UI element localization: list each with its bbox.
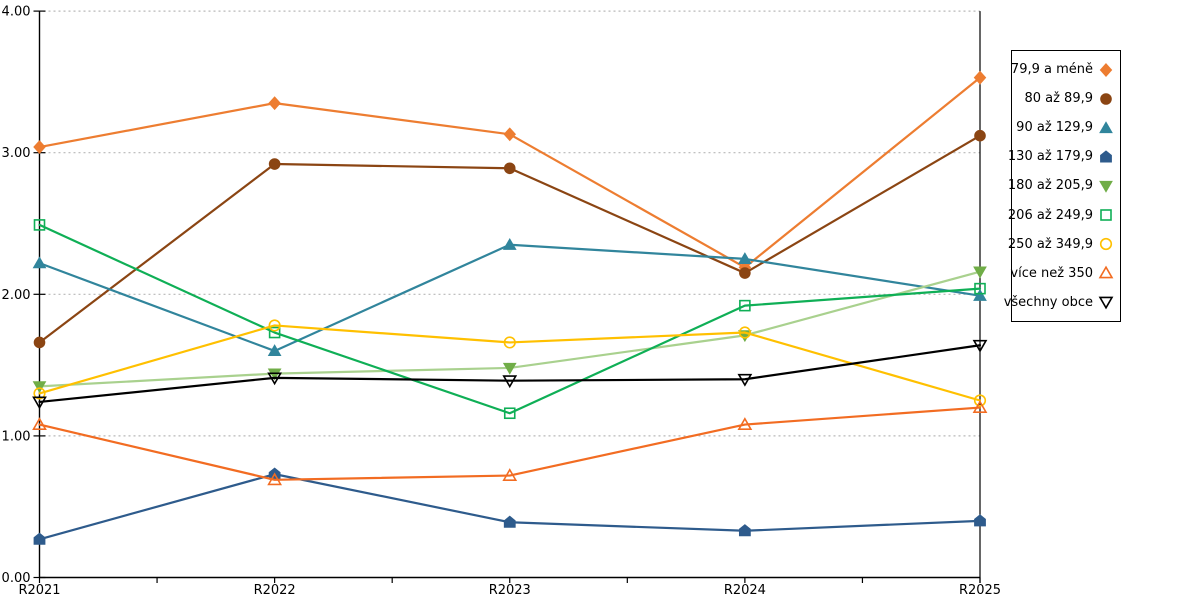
marker-pentagon-icon [503, 515, 516, 528]
marker-circle-icon [974, 129, 986, 142]
legend-label: 130 až 179,9 [1007, 149, 1093, 165]
legend-square-icon [1100, 209, 1112, 221]
marker-triangle-up-icon [502, 468, 518, 481]
marker-diamond-icon [33, 140, 46, 154]
legend-item-5: 206 až 249,9 [1008, 201, 1114, 230]
marker-pentagon-icon [974, 514, 986, 527]
legend-label: 250 až 349,9 [1007, 236, 1093, 252]
legend-item-6: 250 až 349,9 [1008, 230, 1114, 259]
marker-triangle-down-icon [973, 266, 987, 279]
series-line-6 [38, 324, 982, 402]
legend-circle-icon [1100, 92, 1112, 105]
y-tick-label: 2.00 [2, 288, 31, 303]
marker-circle-icon [739, 267, 751, 279]
x-tick-label: R2023 [489, 583, 531, 598]
series-line-8 [38, 344, 982, 404]
marker-circle-icon [268, 319, 281, 332]
marker-triangle-down-icon [1099, 180, 1113, 193]
marker-square-icon [739, 299, 751, 312]
marker-square-icon [974, 282, 986, 295]
marker-triangle-down-icon [502, 362, 517, 375]
marker-square-icon [1100, 209, 1112, 221]
marker-pentagon-icon [1100, 150, 1112, 163]
marker-triangle-up-icon [267, 472, 283, 486]
chart-legend: 79,9 a méně 80 až 89,9 90 až 129,9 130 až 1… [1004, 50, 1121, 322]
marker-triangle-up-icon [502, 237, 517, 250]
marker-triangle-down-icon [972, 339, 988, 353]
x-tick-label: R2021 [18, 583, 60, 598]
legend-item-3: 130 až 179,9 [1008, 142, 1114, 171]
legend-circle-icon [1099, 238, 1113, 251]
marker-triangle-up-icon [32, 256, 47, 269]
marker-circle-icon [1099, 238, 1113, 251]
marker-triangle-up-icon [973, 288, 987, 301]
series-line-3 [38, 473, 982, 541]
marker-triangle-down-icon [267, 372, 283, 386]
marker-triangle-down-icon [32, 396, 47, 410]
marker-triangle-up-icon [972, 400, 988, 413]
marker-triangle-down-icon [502, 375, 518, 389]
marker-triangle-up-icon [738, 252, 752, 264]
marker-circle-icon [738, 326, 751, 339]
marker-diamond-icon [973, 70, 987, 85]
y-tick-label: 3.00 [2, 146, 31, 161]
legend-triangle-up-icon [1098, 265, 1114, 279]
legend-label: 79,9 a méně [1010, 62, 1093, 78]
legend-triangle-down-icon [1099, 180, 1113, 193]
marker-circle-icon [1100, 92, 1112, 105]
marker-diamond-icon [268, 96, 281, 111]
marker-triangle-up-icon [267, 344, 282, 357]
marker-diamond-icon [503, 127, 517, 142]
marker-pentagon-icon [738, 524, 751, 537]
legend-item-7: více než 350 [1010, 259, 1114, 288]
legend-diamond-icon [1099, 62, 1113, 77]
marker-pentagon-icon [33, 532, 46, 545]
legend-triangle-up-icon [1099, 120, 1113, 133]
marker-triangle-up-icon [32, 417, 47, 430]
marker-triangle-down-icon [32, 381, 47, 394]
legend-label: 180 až 205,9 [1007, 178, 1093, 194]
marker-square-icon [503, 407, 516, 420]
x-tick-label: R2024 [724, 583, 766, 598]
series-line-7 [38, 406, 982, 481]
legend-item-2: 90 až 129,9 [1016, 113, 1114, 142]
marker-circle-icon [33, 387, 46, 400]
marker-triangle-up-icon [737, 417, 753, 430]
legend-triangle-down-icon [1098, 297, 1114, 310]
y-tick-label: 4.00 [2, 5, 31, 20]
marker-triangle-down-icon [737, 373, 753, 387]
legend-item-0: 79,9 a méně [1011, 55, 1114, 84]
marker-circle-icon [503, 162, 516, 175]
marker-circle-icon [973, 394, 987, 407]
legend-label: více než 350 [1010, 265, 1093, 281]
marker-triangle-down-icon [267, 368, 282, 381]
legend-item-8: všechny obce [1004, 288, 1114, 317]
x-tick-label: R2025 [959, 583, 1001, 598]
legend-label: všechny obce [1003, 294, 1093, 310]
marker-circle-icon [503, 336, 516, 349]
legend-pentagon-icon [1100, 150, 1112, 163]
legend-item-1: 80 až 89,9 [1016, 84, 1114, 113]
marker-square-icon [268, 326, 281, 339]
marker-triangle-up-icon [1099, 120, 1113, 133]
x-tick-label: R2022 [254, 583, 296, 598]
y-tick-label: 0.00 [2, 571, 31, 586]
legend-label: 90 až 129,9 [1016, 120, 1093, 136]
legend-item-4: 180 až 205,9 [1008, 171, 1114, 200]
marker-triangle-down-icon [1098, 297, 1114, 310]
marker-circle-icon [33, 336, 46, 349]
series-line-5 [38, 223, 982, 415]
marker-circle-icon [268, 158, 281, 170]
marker-diamond-icon [1099, 62, 1113, 77]
marker-triangle-up-icon [1098, 265, 1114, 279]
legend-label: 206 až 249,9 [1007, 207, 1093, 223]
marker-square-icon [33, 219, 46, 231]
y-tick-label: 1.00 [2, 429, 31, 444]
legend-label: 80 až 89,9 [1024, 91, 1093, 107]
